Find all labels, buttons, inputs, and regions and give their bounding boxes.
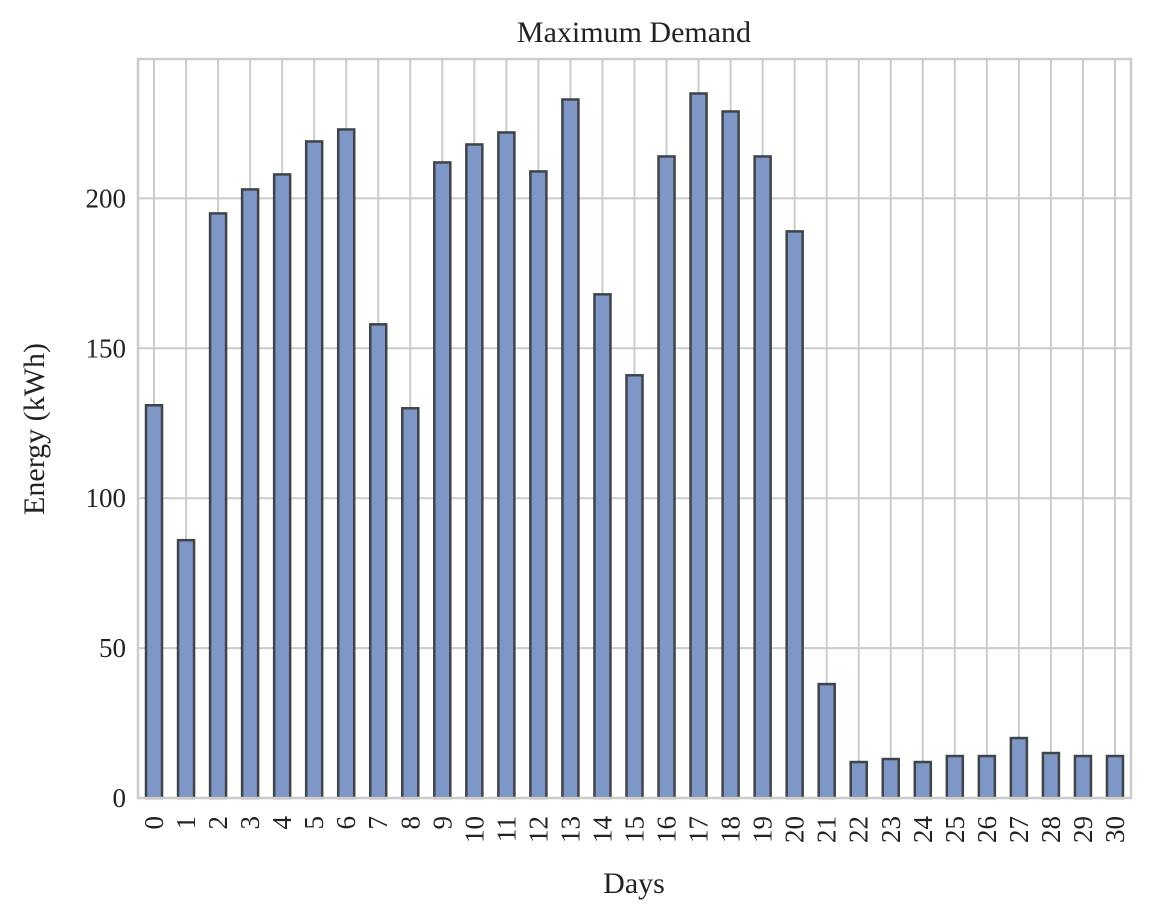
bar-day-10 — [465, 143, 484, 800]
bar-day-20 — [785, 230, 804, 800]
x-tick-label: 0 — [139, 816, 169, 830]
x-tick-label: 20 — [780, 816, 810, 843]
x-tick-label: 25 — [940, 816, 970, 843]
bar-day-9 — [433, 161, 452, 800]
bar-day-13 — [561, 98, 580, 800]
bar-day-17 — [689, 92, 708, 800]
bar-day-1 — [176, 538, 196, 800]
x-tick-label: 17 — [684, 816, 714, 843]
bar-day-26 — [977, 754, 997, 800]
bar-day-30 — [1105, 754, 1125, 800]
x-tick-label: 27 — [1004, 816, 1034, 843]
bar-day-0 — [144, 404, 164, 800]
bar-day-5 — [304, 140, 324, 800]
x-tick-label: 26 — [972, 816, 1002, 843]
x-tick-label: 9 — [427, 816, 457, 830]
chart-title: Maximum Demand — [517, 16, 751, 49]
x-axis-label: Days — [603, 867, 665, 900]
bar-day-21 — [817, 682, 836, 800]
x-tick-label: 18 — [716, 816, 746, 843]
x-tick-label: 11 — [491, 816, 521, 842]
x-tick-label: 5 — [299, 816, 329, 830]
x-tick-label: 6 — [331, 816, 361, 830]
x-tick-label: 23 — [876, 816, 906, 843]
y-axis-label: Energy (kWh) — [18, 343, 51, 515]
x-tick-label: 14 — [587, 816, 617, 844]
bar-day-29 — [1073, 754, 1093, 800]
bar-day-3 — [240, 188, 260, 800]
x-tick-label: 10 — [459, 816, 489, 843]
bar-day-12 — [529, 170, 548, 800]
x-tick-label: 28 — [1036, 816, 1066, 843]
bar-day-23 — [881, 757, 901, 800]
x-tick-label: 22 — [844, 816, 874, 843]
x-tick-label: 30 — [1100, 816, 1130, 843]
bar-day-2 — [208, 212, 228, 800]
bar-day-8 — [401, 407, 420, 800]
x-tick-label: 3 — [235, 816, 265, 830]
x-tick-label: 8 — [395, 816, 425, 830]
x-tick-label: 15 — [620, 816, 650, 843]
y-tick-label: 150 — [86, 333, 127, 363]
bar-day-4 — [272, 173, 292, 800]
plot-frame — [136, 57, 1133, 800]
bar-day-15 — [625, 374, 644, 800]
x-tick-label: 7 — [363, 816, 393, 830]
bar-day-22 — [849, 760, 868, 800]
x-tick-label: 29 — [1068, 816, 1098, 843]
x-tick-label: 16 — [652, 816, 682, 843]
y-tick-label: 50 — [99, 633, 126, 663]
x-tick-label: 1 — [171, 816, 201, 830]
bar-day-25 — [945, 754, 965, 800]
bar-day-7 — [368, 323, 388, 800]
bar-day-11 — [497, 131, 516, 800]
y-tick-labels: 0 50 100 150 200 — [86, 183, 127, 813]
x-tick-label: 21 — [812, 816, 842, 843]
bar-day-27 — [1009, 736, 1029, 800]
bar-day-18 — [721, 110, 740, 800]
x-tick-labels: 0 1 2 3 4 5 6 7 8 9 10 11 12 13 14 15 16 17 18 19 20 21 22 23 24… — [139, 816, 1130, 844]
bar-day-6 — [336, 128, 356, 800]
y-tick-label: 0 — [113, 783, 127, 813]
bar-day-19 — [753, 155, 772, 800]
x-tick-label: 12 — [523, 816, 553, 843]
bar-day-14 — [593, 293, 612, 800]
x-tick-label: 4 — [267, 816, 297, 830]
x-tick-label: 13 — [555, 816, 585, 843]
bar-day-16 — [657, 155, 676, 800]
x-tick-label: 24 — [908, 816, 938, 844]
x-tick-label: 2 — [203, 816, 233, 830]
y-tick-label: 100 — [86, 483, 127, 513]
x-tick-label: 19 — [748, 816, 778, 843]
bar-day-24 — [913, 760, 933, 800]
y-tick-label: 200 — [86, 183, 127, 213]
bar-day-28 — [1041, 751, 1061, 800]
